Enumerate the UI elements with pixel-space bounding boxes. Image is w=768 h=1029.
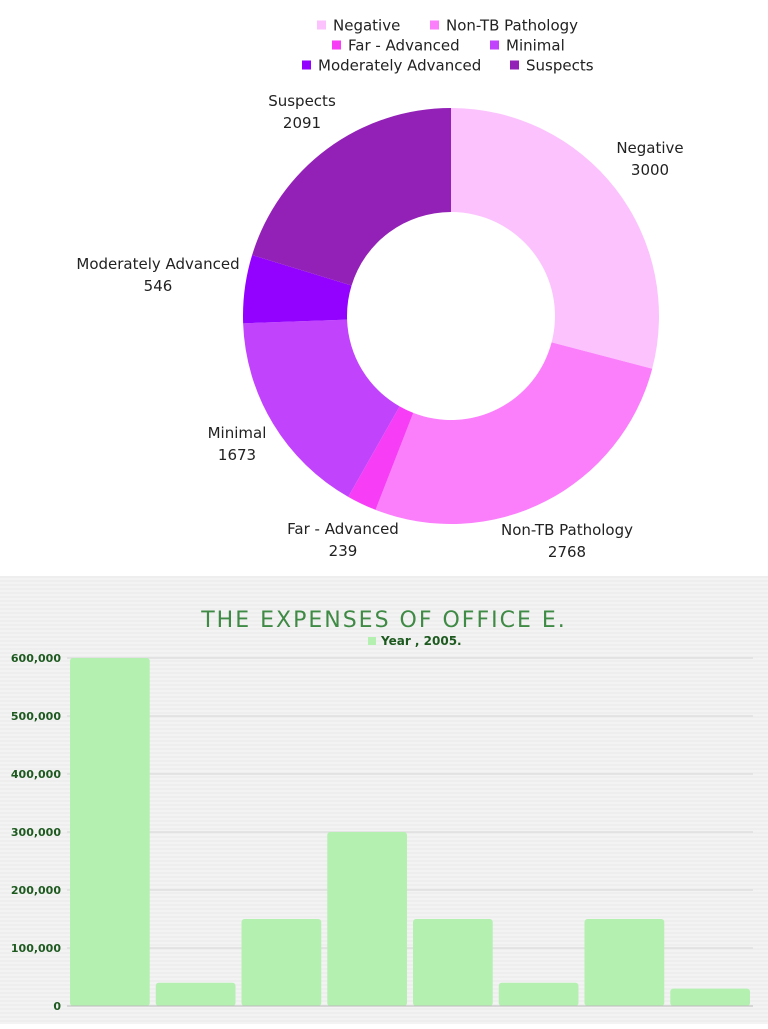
data-label-value: 2091 (283, 114, 321, 132)
data-label-value: 2768 (548, 543, 586, 561)
bar-4 (327, 832, 407, 1006)
y-tick-label: 500,000 (11, 710, 61, 723)
legend-label-year-2005: Year , 2005. (380, 634, 462, 648)
legend-swatch-moderately-advanced (302, 60, 311, 70)
data-label-category: Moderately Advanced (76, 255, 239, 273)
bar-legend: Year , 2005. (368, 634, 462, 648)
donut-label-suspects: Suspects 2091 (268, 92, 336, 132)
legend-label-suspects: Suspects (526, 57, 594, 75)
legend-label-far-advanced: Far - Advanced (348, 37, 460, 55)
y-tick-label: 100,000 (11, 942, 61, 955)
donut-chart-panel: Negative Non-TB Pathology Far - Advanced Mi… (76, 16, 684, 562)
bar-3 (241, 919, 322, 1006)
legend-swatch-non-tb-pathology (430, 20, 439, 30)
legend-swatch-far-advanced (332, 40, 341, 50)
bar-7 (584, 919, 665, 1006)
y-tick-label: 0 (53, 1000, 61, 1013)
legend-swatch-negative (317, 20, 326, 30)
y-tick-label: 300,000 (11, 826, 61, 839)
data-label-value: 239 (329, 542, 358, 560)
donut-slice-far-advanced (348, 406, 414, 510)
bar-6 (498, 982, 579, 1006)
bar-chart-panel: THE EXPENSES OF OFFICE E. Year , 2005. 600… (0, 576, 768, 1024)
donut-label-minimal: Minimal 1673 (208, 424, 267, 464)
data-label-value: 1673 (218, 446, 256, 464)
data-label-category: Minimal (208, 424, 267, 442)
donut-slice-minimal (243, 319, 400, 497)
donut-label-non-tb-pathology: Non-TB Pathology 2768 (501, 521, 633, 561)
bar-5 (413, 919, 493, 1006)
donut-legend: Negative Non-TB Pathology Far - Advanced Mi… (302, 17, 594, 75)
data-label-category: Non-TB Pathology (501, 521, 633, 539)
legend-swatch-minimal (490, 40, 499, 50)
legend-label-non-tb-pathology: Non-TB Pathology (446, 17, 578, 35)
legend-swatch-year-2005 (368, 637, 376, 645)
donut-label-moderately-advanced: Moderately Advanced 546 (76, 255, 239, 295)
donut-slice-negative (451, 108, 660, 369)
donut-label-far-advanced: Far - Advanced 239 (287, 520, 399, 560)
data-label-value: 3000 (631, 161, 669, 179)
y-tick-label: 600,000 (11, 652, 61, 665)
data-label-category: Far - Advanced (287, 520, 399, 538)
donut-slice-suspects (252, 108, 451, 286)
y-tick-label: 200,000 (11, 884, 61, 897)
bar-8 (670, 988, 750, 1006)
legend-label-moderately-advanced: Moderately Advanced (318, 57, 481, 75)
data-label-category: Negative (616, 139, 683, 157)
bar-chart: THE EXPENSES OF OFFICE E.Year , 2005. 600… (11, 608, 753, 1013)
bar-1 (70, 658, 150, 1006)
chart-title: THE EXPENSES OF OFFICE E. (200, 608, 567, 633)
y-tick-label: 400,000 (11, 768, 61, 781)
donut-slice-non-tb-pathology (375, 342, 653, 524)
data-label-value: 546 (144, 277, 173, 295)
legend-swatch-suspects (510, 60, 519, 70)
bar-2 (155, 982, 236, 1006)
legend-label-negative: Negative (333, 17, 400, 35)
data-label-category: Suspects (268, 92, 336, 110)
donut-slice-moderately-advanced (243, 255, 352, 324)
legend-label-minimal: Minimal (506, 37, 565, 55)
donut-label-negative: Negative 3000 (616, 139, 683, 179)
donut-chart: Negative Non-TB Pathology Far - Advanced Mi… (76, 17, 683, 562)
